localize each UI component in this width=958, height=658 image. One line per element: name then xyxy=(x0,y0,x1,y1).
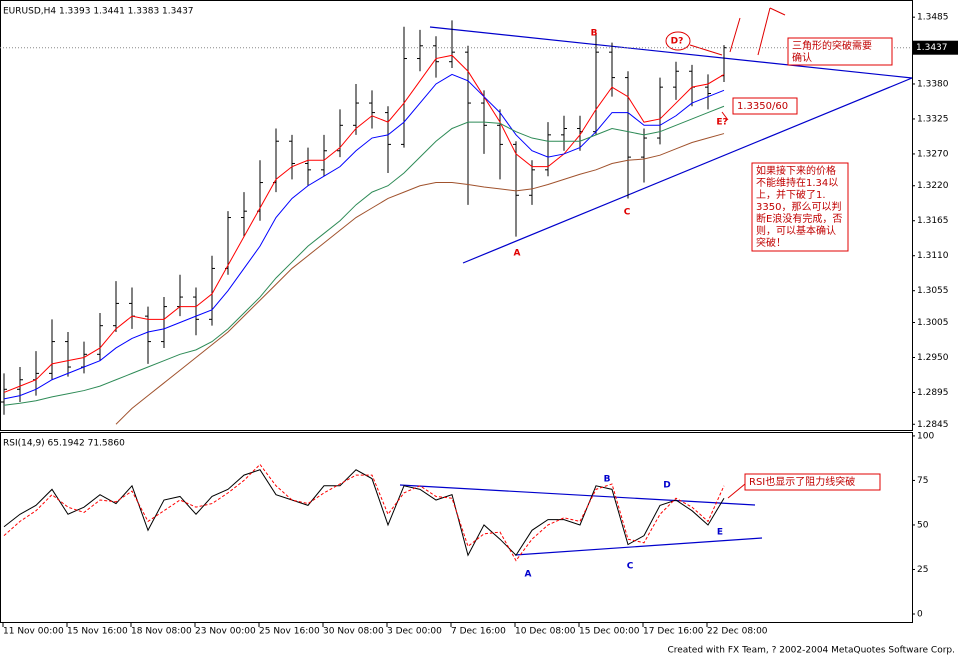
mark-line xyxy=(729,17,741,53)
last-price-box xyxy=(912,40,958,55)
y-tick-label: 1.2950 xyxy=(917,353,949,363)
x-tick-label: 3 Dec 00:00 xyxy=(387,627,442,637)
y-tick-label: 1.3270 xyxy=(917,149,949,159)
x-tick-label: 25 Nov 16:00 xyxy=(259,627,320,637)
x-tick-label: 7 Dec 16:00 xyxy=(451,627,506,637)
note-box xyxy=(751,162,849,252)
y-tick-label: 1.2895 xyxy=(917,388,949,398)
y-tick-label: 1.3380 xyxy=(917,79,949,89)
d-circle xyxy=(665,31,691,51)
note-text: 如果接下来的价格 xyxy=(756,164,836,177)
y-tick-label: 1.3325 xyxy=(917,114,949,124)
x-tick-label: 11 Nov 00:00 xyxy=(3,627,64,637)
note-box xyxy=(744,473,881,491)
x-tick-label: 17 Dec 16:00 xyxy=(643,627,704,637)
y-tick-label: 1.3055 xyxy=(917,286,949,296)
upper-trend-line xyxy=(429,26,913,79)
x-tick-label: 30 Nov 08:00 xyxy=(323,627,384,637)
wave-label: C xyxy=(624,208,631,218)
y-tick-label: 0 xyxy=(917,609,923,619)
x-tick-label: 23 Nov 00:00 xyxy=(195,627,256,637)
note-text: 则，可以基本确认 xyxy=(756,224,836,237)
arrow-line xyxy=(757,7,771,56)
series-line xyxy=(115,133,725,425)
rsi-panel xyxy=(0,432,913,623)
y-tick-label: 75 xyxy=(917,476,928,486)
y-tick-label: 1.2845 xyxy=(917,420,949,430)
wave-label: C xyxy=(627,562,634,572)
y-tick-label: 1.3220 xyxy=(917,181,949,191)
y-tick-label: 1.3005 xyxy=(917,318,949,328)
note-text: 三角形的突破需要 xyxy=(792,39,872,52)
series-line xyxy=(3,54,725,393)
note-text: 突破！ xyxy=(756,236,786,249)
wave-label: E xyxy=(717,528,723,538)
y-tick-label: 1.3110 xyxy=(917,251,949,261)
rsi-title: RSI(14,9) 65.1942 71.5860 xyxy=(3,439,125,449)
series-line xyxy=(3,73,725,400)
y-tick-label: 25 xyxy=(917,565,928,575)
note-text: 上，并下破了1. xyxy=(756,188,826,201)
note-text: 断E浪没有完成，否 xyxy=(756,212,842,225)
note-box xyxy=(787,37,893,66)
footer: Created with FX Team, ? 2002-2004 MetaQu… xyxy=(667,646,955,656)
wave-label: B xyxy=(604,475,611,485)
arrow-head xyxy=(769,7,786,16)
series-line xyxy=(3,469,725,557)
mark-line xyxy=(721,111,729,121)
last-price-label: 1.3437 xyxy=(916,43,948,53)
rsi-upper-trend-line xyxy=(399,484,756,506)
price-title: EURUSD,H4 1.3393 1.3441 1.3383 1.3437 xyxy=(3,7,194,17)
y-tick-label: 100 xyxy=(917,431,934,441)
wave-label: B xyxy=(591,29,598,39)
wave-label: E? xyxy=(716,118,727,128)
wave-label: A xyxy=(514,249,521,259)
series-line xyxy=(3,105,725,406)
red-marks xyxy=(665,7,786,499)
x-tick-label: 18 Nov 08:00 xyxy=(131,627,192,637)
x-tick-label: 15 Nov 16:00 xyxy=(67,627,128,637)
rsi-lower-trend-line xyxy=(514,537,763,556)
y-tick-label: 1.3485 xyxy=(917,13,949,23)
note-text: 确认 xyxy=(792,51,812,64)
trend-lines xyxy=(399,26,913,556)
x-tick-label: 22 Dec 08:00 xyxy=(707,627,768,637)
wave-label: D xyxy=(663,481,670,491)
note-text: 1.3350/60 xyxy=(737,101,788,112)
rsi-mark-line xyxy=(727,483,746,499)
x-tick-label: 10 Dec 08:00 xyxy=(515,627,576,637)
mark-line xyxy=(689,44,723,56)
wave-label: D? xyxy=(671,37,684,47)
note-box xyxy=(732,97,798,115)
note-text: 3350，那么可以判 xyxy=(756,201,841,213)
note-text: RSI也显示了阻力线突破 xyxy=(749,475,855,488)
note-text: 不能维持在1.34以 xyxy=(756,176,838,189)
x-tick-label: 15 Dec 00:00 xyxy=(579,627,640,637)
lower-trend-line xyxy=(462,77,913,264)
series-line xyxy=(3,463,725,562)
y-tick-label: 1.3165 xyxy=(917,216,949,226)
y-tick-label: 50 xyxy=(917,520,929,530)
wave-label: A xyxy=(525,570,532,580)
